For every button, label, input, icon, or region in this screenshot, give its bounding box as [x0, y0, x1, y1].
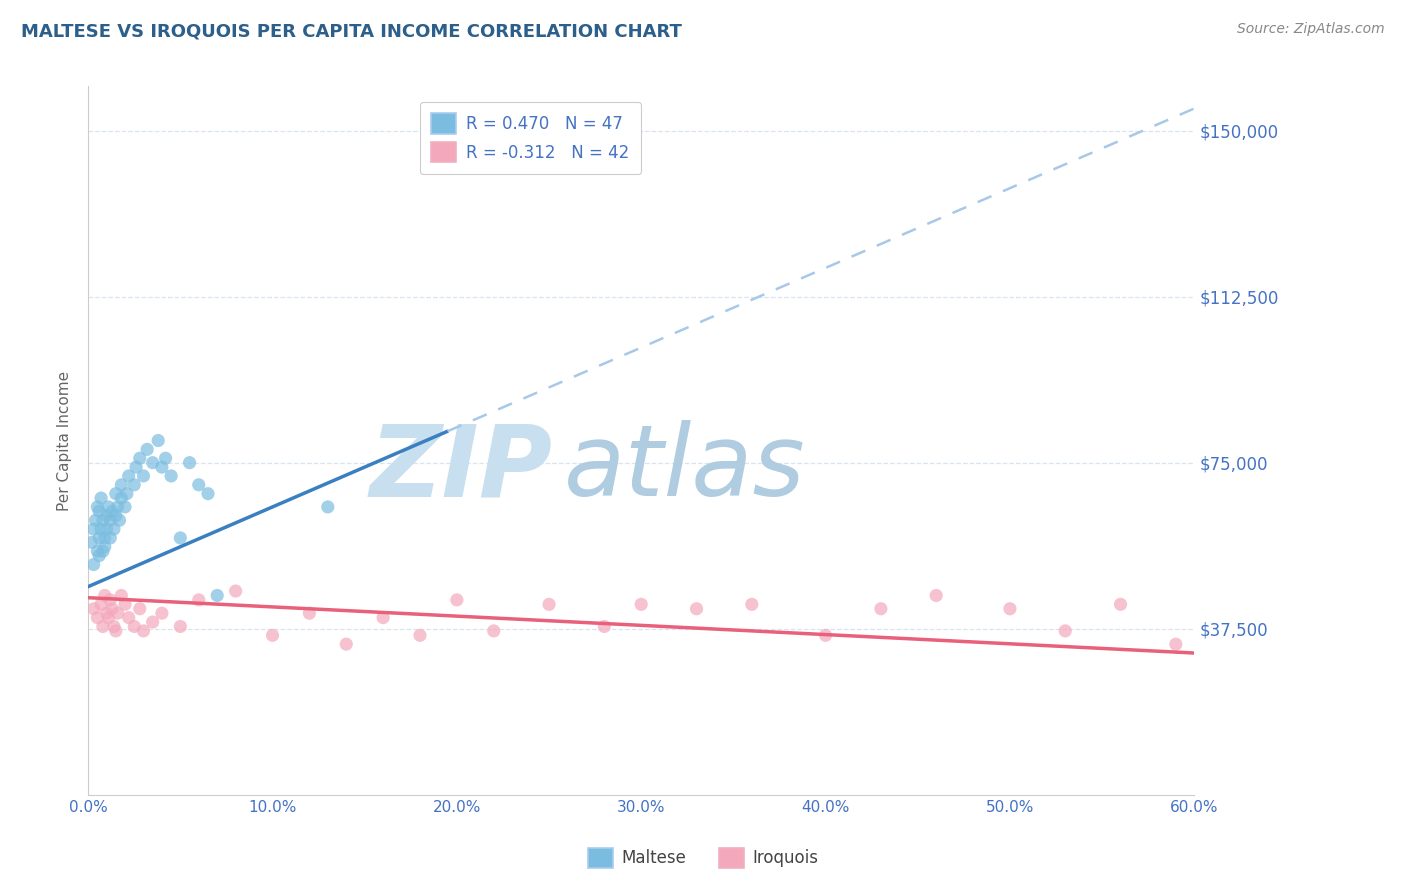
- Point: [91, 619, 114, 633]
- Point: [90, 491, 112, 505]
- Point: [142, 615, 165, 629]
- Text: atlas: atlas: [564, 420, 806, 517]
- Point: [103, 619, 125, 633]
- Point: [91, 544, 114, 558]
- Point: [148, 434, 170, 448]
- Point: [205, 589, 228, 603]
- Point: [104, 508, 127, 523]
- Point: [104, 486, 127, 500]
- Point: [142, 456, 165, 470]
- Point: [83, 558, 105, 572]
- Point: [335, 637, 357, 651]
- Point: [114, 598, 136, 612]
- Point: [169, 531, 191, 545]
- Point: [108, 513, 131, 527]
- Text: Source: ZipAtlas.com: Source: ZipAtlas.com: [1237, 22, 1385, 37]
- Point: [593, 619, 616, 633]
- Point: [103, 522, 125, 536]
- Point: [685, 601, 707, 615]
- Point: [132, 469, 155, 483]
- Point: [96, 508, 118, 523]
- Point: [118, 610, 141, 624]
- Point: [83, 522, 105, 536]
- Point: [110, 477, 132, 491]
- Point: [96, 522, 118, 536]
- Point: [114, 500, 136, 514]
- Point: [225, 584, 247, 599]
- Point: [122, 619, 145, 633]
- Point: [298, 606, 321, 620]
- Point: [107, 500, 129, 514]
- Point: [316, 500, 339, 514]
- Point: [128, 451, 150, 466]
- Point: [93, 531, 115, 545]
- Point: [1054, 624, 1077, 638]
- Point: [122, 477, 145, 491]
- Point: [96, 606, 118, 620]
- Point: [870, 601, 893, 615]
- Point: [537, 598, 560, 612]
- Point: [84, 513, 107, 527]
- Point: [86, 500, 108, 514]
- Point: [814, 628, 837, 642]
- Point: [128, 601, 150, 615]
- Point: [101, 601, 124, 615]
- Point: [371, 610, 394, 624]
- Point: [187, 593, 209, 607]
- Point: [155, 451, 177, 466]
- Point: [110, 589, 132, 603]
- Point: [197, 486, 219, 500]
- Point: [482, 624, 505, 638]
- Point: [89, 531, 111, 545]
- Point: [93, 540, 115, 554]
- Point: [107, 606, 129, 620]
- Point: [630, 598, 652, 612]
- Point: [86, 610, 108, 624]
- Text: ZIP: ZIP: [370, 420, 553, 517]
- Point: [1164, 637, 1187, 651]
- Point: [98, 531, 121, 545]
- Point: [998, 601, 1021, 615]
- Point: [115, 486, 138, 500]
- Point: [97, 500, 120, 514]
- Legend: Maltese, Iroquois: Maltese, Iroquois: [581, 841, 825, 875]
- Point: [90, 522, 112, 536]
- Point: [89, 504, 111, 518]
- Point: [179, 456, 201, 470]
- Point: [118, 469, 141, 483]
- Point: [90, 598, 112, 612]
- Point: [101, 504, 124, 518]
- Point: [110, 491, 132, 505]
- Point: [169, 619, 191, 633]
- Point: [93, 589, 115, 603]
- Text: MALTESE VS IROQUOIS PER CAPITA INCOME CORRELATION CHART: MALTESE VS IROQUOIS PER CAPITA INCOME CO…: [21, 22, 682, 40]
- Point: [98, 593, 121, 607]
- Point: [83, 601, 105, 615]
- Point: [150, 606, 173, 620]
- Point: [97, 610, 120, 624]
- Legend: R = 0.470   N = 47, R = -0.312   N = 42: R = 0.470 N = 47, R = -0.312 N = 42: [420, 102, 641, 174]
- Point: [125, 460, 148, 475]
- Point: [91, 513, 114, 527]
- Point: [262, 628, 284, 642]
- Point: [741, 598, 763, 612]
- Point: [160, 469, 183, 483]
- Point: [925, 589, 948, 603]
- Point: [132, 624, 155, 638]
- Point: [86, 544, 108, 558]
- Point: [89, 549, 111, 563]
- Point: [80, 535, 103, 549]
- Point: [136, 442, 159, 457]
- Y-axis label: Per Capita Income: Per Capita Income: [58, 370, 72, 510]
- Point: [446, 593, 468, 607]
- Point: [150, 460, 173, 475]
- Point: [1109, 598, 1132, 612]
- Point: [187, 477, 209, 491]
- Point: [104, 624, 127, 638]
- Point: [98, 513, 121, 527]
- Point: [409, 628, 432, 642]
